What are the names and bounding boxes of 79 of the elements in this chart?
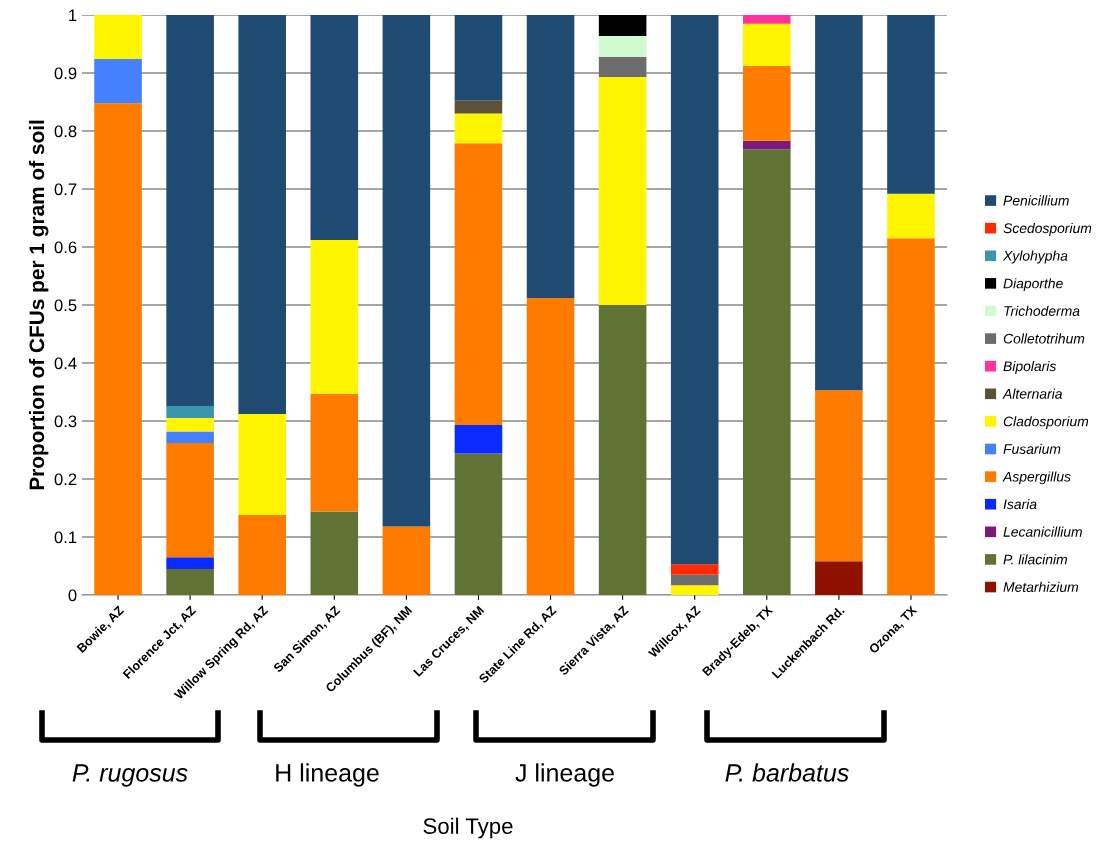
bar xyxy=(382,15,431,527)
bar xyxy=(94,15,142,60)
bar xyxy=(166,405,214,419)
bar xyxy=(454,15,503,101)
text: P. rugosus xyxy=(72,764,188,787)
bar xyxy=(670,585,719,595)
bar xyxy=(526,15,575,299)
bar xyxy=(743,23,791,67)
legend-label: Xylohypha xyxy=(1002,250,1068,264)
legend-label: Lecanicillium xyxy=(1003,526,1082,537)
y-axis-title: Proportion of CFUs per 1 gram of soil xyxy=(28,120,49,490)
bar xyxy=(815,561,863,595)
bar xyxy=(166,557,214,569)
y-tick-label: 0.5 xyxy=(54,299,77,312)
bar xyxy=(454,143,503,426)
legend-label: Penicillium xyxy=(1003,195,1069,206)
legend-label: Isaria xyxy=(1003,498,1037,510)
legend-label: Scedosporium xyxy=(1003,222,1092,236)
bar xyxy=(598,305,647,595)
legend-label: Aspergillus xyxy=(1002,471,1071,485)
bar xyxy=(743,15,791,24)
y-tick-label: 0.1 xyxy=(54,531,77,544)
bar xyxy=(526,298,575,595)
bar xyxy=(166,443,214,558)
legend-label: Trichoderma xyxy=(1004,305,1080,316)
bar xyxy=(166,418,214,432)
y-tick-label: 0.9 xyxy=(54,67,77,80)
bar xyxy=(94,103,142,595)
bar xyxy=(238,414,286,515)
bar xyxy=(598,56,647,78)
legend-label: Diaporthe xyxy=(1003,278,1063,292)
bar xyxy=(454,425,503,454)
bar xyxy=(670,574,719,586)
bar xyxy=(238,15,286,415)
bar xyxy=(887,193,935,239)
bar xyxy=(454,113,503,144)
bar xyxy=(743,66,791,141)
bar xyxy=(166,568,214,595)
bar xyxy=(815,390,863,562)
bar xyxy=(598,35,647,57)
legend-label: P. lilacinim xyxy=(1003,554,1067,565)
text: H lineage xyxy=(276,763,379,787)
bar xyxy=(743,140,791,150)
bar xyxy=(887,238,935,595)
bar xyxy=(743,149,791,595)
bar xyxy=(238,514,286,595)
bar xyxy=(310,240,359,394)
legend-label: Bipolaris xyxy=(1003,360,1057,374)
legend-label: Alternaria xyxy=(1002,388,1063,399)
y-tick-label: 0.6 xyxy=(54,241,77,254)
legend-label: Cladosporium xyxy=(1003,416,1089,430)
bar xyxy=(166,431,214,444)
bar xyxy=(94,59,142,104)
bar xyxy=(382,526,431,595)
y-tick-label: 0.8 xyxy=(54,125,77,138)
bar xyxy=(166,15,214,406)
legend-label: Colletotrihum xyxy=(1003,333,1085,344)
y-tick-label: 0.7 xyxy=(54,183,77,196)
y-tick-label: 1 xyxy=(69,9,77,22)
bar xyxy=(310,511,359,595)
text: Soil Type xyxy=(423,817,513,839)
bar xyxy=(598,77,647,305)
text: P. barbatus xyxy=(725,763,849,782)
bar xyxy=(815,15,863,391)
y-tick-label: 0.3 xyxy=(54,415,77,428)
y-tick-label: 0.4 xyxy=(54,357,77,370)
bar xyxy=(887,15,935,194)
y-tick-label: 0.2 xyxy=(54,473,77,486)
bar xyxy=(670,564,719,575)
legend-label: Fusarium xyxy=(1003,443,1061,454)
bar xyxy=(310,15,359,241)
bar xyxy=(454,453,503,595)
bar xyxy=(598,15,647,36)
bar xyxy=(670,15,719,565)
y-tick-label: 0 xyxy=(68,589,77,602)
bar xyxy=(310,393,359,512)
legend-label: Metarhizium xyxy=(1003,581,1079,592)
text: J lineage xyxy=(515,763,614,787)
bar xyxy=(454,100,503,114)
